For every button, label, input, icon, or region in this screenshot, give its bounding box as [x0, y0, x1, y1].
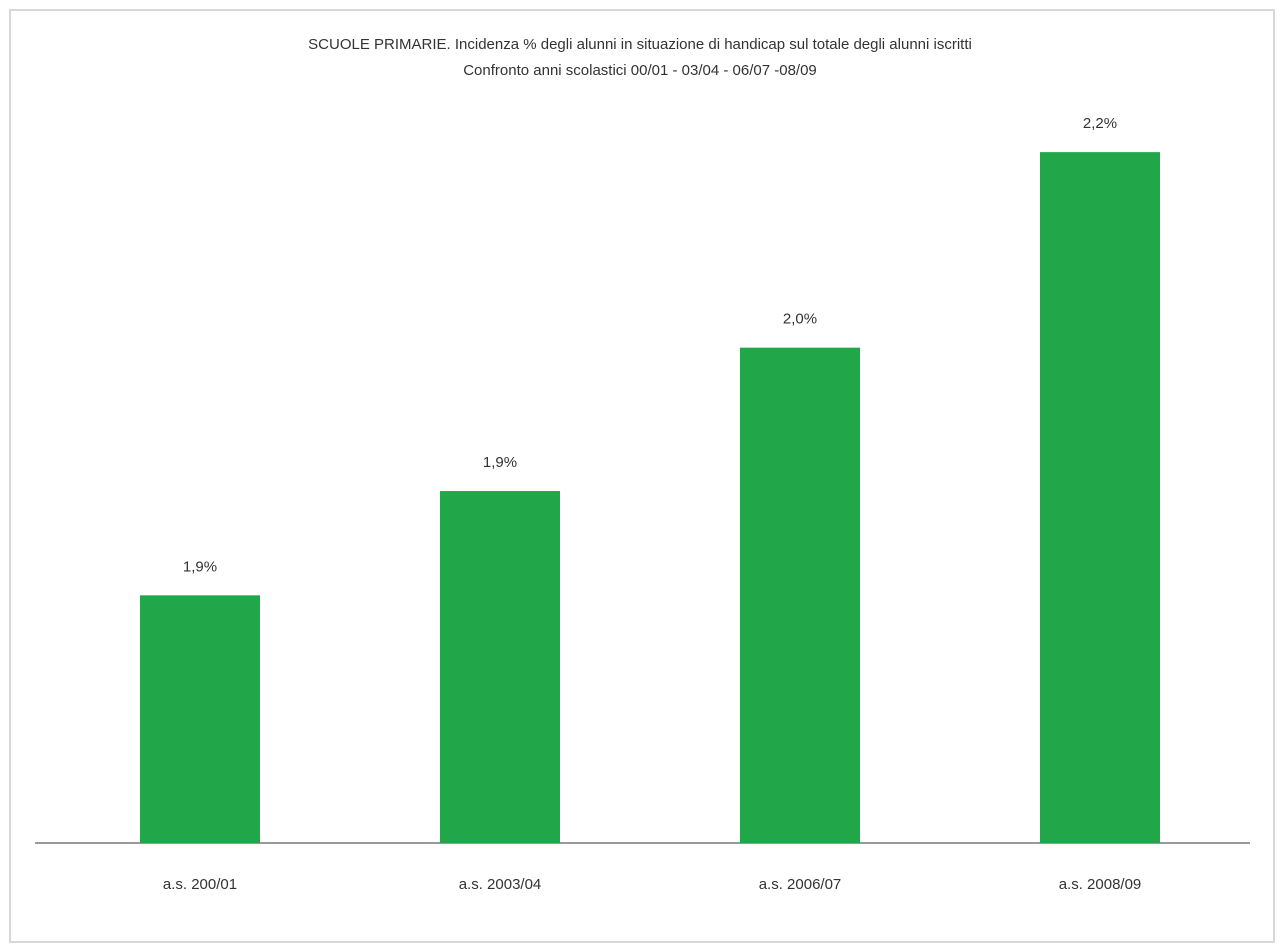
bar: [1040, 152, 1160, 843]
bar: [440, 491, 560, 843]
x-tick-label: a.s. 2008/09: [1059, 876, 1142, 893]
chart-subtitle: Confronto anni scolastici 00/01 - 03/04 …: [463, 62, 817, 79]
bar: [140, 595, 260, 843]
x-tick-label: a.s. 2006/07: [759, 876, 842, 893]
value-label: 1,9%: [183, 558, 217, 575]
value-label: 2,0%: [783, 311, 817, 328]
value-label: 2,2%: [1083, 115, 1117, 132]
chart-title: SCUOLE PRIMARIE. Incidenza % degli alunn…: [308, 36, 972, 53]
value-label: 1,9%: [483, 454, 517, 471]
x-tick-label: a.s. 2003/04: [459, 876, 542, 893]
bar: [740, 347, 860, 843]
x-tick-label: a.s. 200/01: [163, 876, 237, 893]
